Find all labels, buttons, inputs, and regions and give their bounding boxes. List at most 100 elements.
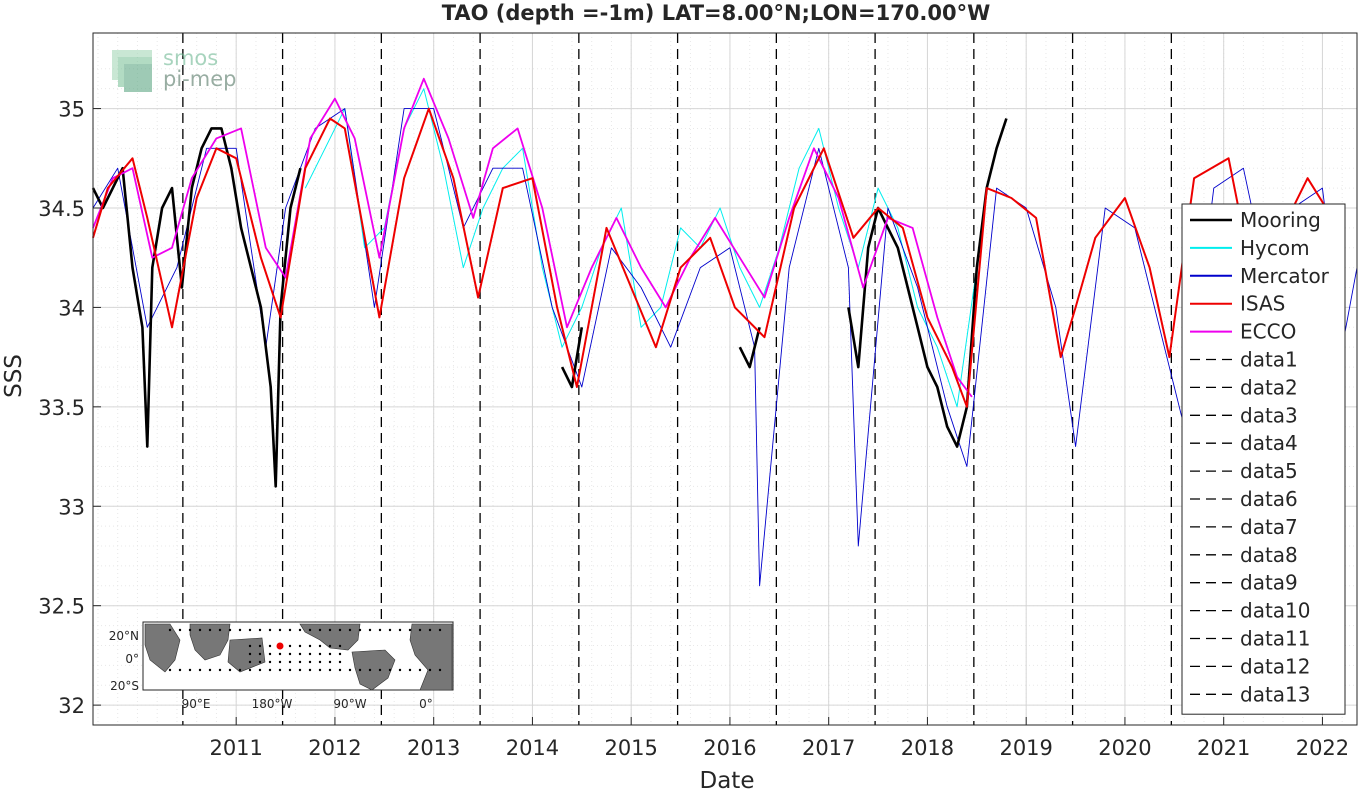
buoy-dot [378,668,382,672]
svg-text:pi-mep: pi-mep [163,67,236,91]
inset-land [299,623,361,651]
buoy-dot [228,628,232,632]
series-ecco [92,77,973,398]
buoy-dot [288,628,292,632]
legend-label: data7 [1240,515,1298,539]
inset-lon-label: 0° [419,697,433,711]
legend-label: Mercator [1240,264,1330,288]
x-tick-label: 2018 [901,736,954,760]
legend-box [1181,203,1346,715]
buoy-dot [308,644,312,648]
selected-buoy-marker [276,642,284,650]
x-tick-label: 2011 [209,736,262,760]
legend-label: data4 [1240,431,1298,455]
buoy-dot [248,644,252,648]
x-tick-label: 2017 [802,736,855,760]
y-axis-label: SSS [1,354,27,398]
x-tick-label: 2019 [999,736,1052,760]
inset-lon-label: 90°W [333,697,366,711]
buoy-dot [318,660,322,664]
buoy-dot [318,652,322,656]
buoy-dot [178,668,182,672]
buoy-dot [328,628,332,632]
buoy-dot [348,628,352,632]
buoy-dot [278,652,282,656]
x-axis-label: Date [700,768,755,790]
buoy-dot [278,668,282,672]
buoy-dot [268,652,272,656]
buoy-dot [238,628,242,632]
buoy-dot [338,628,342,632]
buoy-dot [268,628,272,632]
series-isas [92,107,1334,408]
inset-land [351,649,396,691]
buoy-dot [198,628,202,632]
y-tick-label: 32.5 [38,595,85,619]
series-hycom [304,88,978,408]
buoy-dot [258,668,262,672]
legend-label: ECCO [1240,320,1296,344]
buoy-dot [418,668,422,672]
series-layer [91,77,1358,587]
buoy-dot [308,668,312,672]
buoy-dot [308,652,312,656]
buoy-dot [428,668,432,672]
legend-label: data1 [1240,348,1298,372]
buoy-dot [438,668,442,672]
inset-lon-label: 180°W [252,697,293,711]
legend-label: Mooring [1240,208,1321,232]
buoy-dot [408,668,412,672]
buoy-dot [268,644,272,648]
buoy-dot [218,668,222,672]
buoy-dot [338,652,342,656]
location-inset-map: 20°N 0° 20°S 90°E 180°W 90°W 0° [109,621,454,711]
buoy-dot [248,652,252,656]
buoy-dot [378,628,382,632]
legend-label: data8 [1240,543,1298,567]
legend-label: data11 [1240,627,1311,651]
buoy-dot [308,628,312,632]
buoy-dot [238,668,242,672]
inset-lon-label: 90°E [182,697,211,711]
buoy-dot [438,628,442,632]
buoy-dot [208,628,212,632]
buoy-dot [338,668,342,672]
buoy-dot [228,668,232,672]
buoy-dot [168,668,172,672]
buoy-dot [328,652,332,656]
buoy-dot [328,644,332,648]
buoy-dot [298,652,302,656]
svg-text:smos: smos [163,46,218,70]
buoy-dot [328,660,332,664]
buoy-dot [178,628,182,632]
buoy-dot [388,668,392,672]
buoy-dot [188,668,192,672]
y-tick-label: 32 [58,694,85,718]
buoy-dot [308,660,312,664]
buoy-dot [278,660,282,664]
buoy-dot [338,660,342,664]
y-tick-label: 34.5 [38,197,85,221]
buoy-dot [398,628,402,632]
legend-label: Hycom [1240,236,1310,260]
inset-land [144,623,181,673]
x-tick-label: 2012 [308,736,361,760]
inset-land [409,623,453,691]
smos-pimep-logo: smos pi-mep [112,46,236,92]
x-tick-label: 2015 [604,736,657,760]
buoy-dot [358,628,362,632]
legend-label: data5 [1240,459,1298,483]
series-mooring [91,118,1008,488]
x-tick-label: 2022 [1296,736,1349,760]
buoy-dot [398,668,402,672]
x-tick-label: 2016 [703,736,756,760]
buoy-dot [168,628,172,632]
buoy-dot [198,668,202,672]
y-tick-label: 33 [58,495,85,519]
buoy-dot [188,628,192,632]
buoy-dot [248,628,252,632]
buoy-dot [428,628,432,632]
buoy-dot [348,668,352,672]
buoy-dot [248,660,252,664]
legend: Mooring Hycom Mercator ISAS ECCO data1 data2 da… [1181,203,1346,715]
